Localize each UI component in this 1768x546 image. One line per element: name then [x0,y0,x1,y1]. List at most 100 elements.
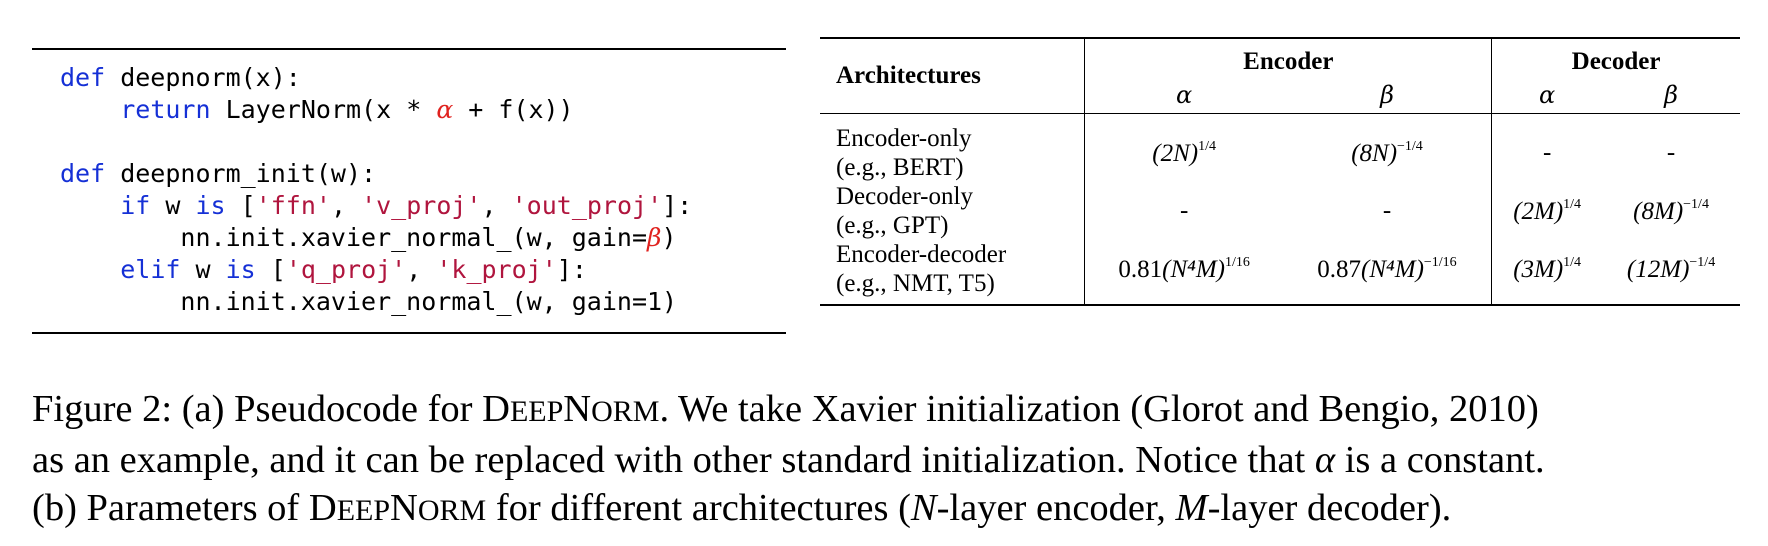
caption-text: . We take Xavier initialization (Glorot … [659,388,1539,430]
decoder-beta-header: β [1602,76,1740,114]
caption-text: as an example, and it can be replaced wi… [32,439,1315,481]
code-string: 'k_proj' [436,255,557,284]
cell-enc-beta: 0.87(N⁴M)−1/16 [1282,240,1493,306]
parameter-value: (3M)1/4 [1513,255,1581,283]
caption-text: α [1314,439,1336,481]
base: (2M) [1513,197,1564,225]
caption-text: -layer decoder). [1207,487,1452,529]
table-row: Encoder-only (e.g., BERT) (2N)1/4 (8N)−1/4 -… [820,113,1740,183]
parameter-value: (2M)1/4 [1513,196,1582,225]
code-line [60,126,692,158]
exponent: −1/4 [1397,138,1423,154]
cell-enc-beta: (8N)−1/4 [1282,113,1493,182]
architecture-cell: Encoder-only (e.g., BERT) [820,113,1086,182]
code-text: deepnorm_init(w): [105,159,377,188]
architecture-label: Encoder-only [836,125,972,152]
base: (8N) [1351,139,1398,167]
pseudocode-panel: def deepnorm(x): return LayerNorm(x * α … [32,48,786,334]
architecture-label: (e.g., NMT, T5) [836,270,995,297]
table-body: Encoder-only (e.g., BERT) (2N)1/4 (8N)−1/4-… [820,113,1740,306]
exponent: 1/4 [1563,196,1582,212]
exponent: −1/16 [1423,254,1457,270]
code-line: return LayerNorm(x * α + f(x)) [60,94,692,126]
caption-text: N [390,487,418,529]
code-text: , [406,255,437,284]
code-line: nn.init.xavier_normal_(w, gain=β) [60,222,692,254]
code-text: deepnorm(x): [105,63,301,92]
architectures-header: Architectures [820,37,1086,114]
caption-text: EEP [509,395,564,428]
code-string: 'out_proj' [511,191,663,220]
architecture-label: Encoder-decoder [836,241,1007,268]
code-text: [ [225,191,256,220]
code-line: def deepnorm(x): [60,62,692,94]
code-keyword: is [195,191,226,220]
code-text: LayerNorm(x * [210,95,437,124]
architecture-cell: Decoder-only (e.g., GPT) [820,182,1086,240]
code-keyword: def [60,159,106,188]
caption-text: Figure 2: (a) Pseudocode for [32,388,483,430]
cell-enc-alpha: 0.81(N⁴M)1/16 [1084,240,1283,306]
cell-enc-alpha: - [1179,197,1189,224]
code-text: nn.init.xavier_normal_(w, gain= [60,223,647,252]
parameter-value: (8M)−1/4 [1633,196,1709,225]
caption-text: D [308,487,337,529]
exponent: 1/4 [1198,138,1216,154]
base: (12M) [1626,255,1690,283]
cell-dec-beta: (8M)−1/4 [1602,182,1740,240]
code-text: ]: [662,191,693,220]
decoder-header: Decoder [1491,37,1740,76]
cell-dec-alpha: (2M)1/4 [1492,182,1602,240]
caption-text: ORM [591,395,660,428]
encoder-beta-header: β [1282,76,1493,114]
caption-text: ORM [417,494,487,527]
encoder-alpha-header: α [1084,76,1283,114]
exponent: −1/4 [1689,254,1716,270]
table-row: Encoder-decoder (e.g., NMT, T5) 0.81(N⁴M)1… [820,240,1740,306]
code-text: , [330,191,362,220]
architecture-label: Decoder-only [836,183,973,210]
caption-text: for different architectures ( [486,487,911,529]
code-string: 'q_proj' [285,255,407,284]
parameter-value: (12M)−1/4 [1626,254,1716,283]
caption-text: is a constant. [1335,439,1545,481]
table-row: Decoder-only (e.g., GPT) - - (2M)1/4 (8M)−1/4 [820,182,1740,240]
code-line: def deepnorm_init(w): [60,158,692,190]
coefficient: 0.81 [1118,255,1163,283]
code-keyword: is [225,255,256,284]
caption-line-2: as an example, and it can be replaced wi… [32,436,1744,484]
code-text [60,191,120,220]
cell-dec-beta: (12M)−1/4 [1602,240,1740,306]
code-keyword: if [120,191,151,220]
deepnorm-parameter-table: Architectures Encoder Decoder α β α β En… [820,37,1740,306]
code-line: nn.init.xavier_normal_(w, gain=1) [60,286,692,318]
cell-enc-alpha: (2N)1/4 [1085,114,1283,183]
code-line: elif w is ['q_proj', 'k_proj']: [60,254,692,286]
caption-text: N [910,487,937,529]
cell-dec-beta: - [1666,139,1676,166]
exponent: −1/4 [1683,196,1709,212]
parameter-value: (2N)1/4 [1152,138,1216,167]
architecture-label: (e.g., BERT) [836,154,964,181]
code-text: w [150,191,196,220]
cell-dec-alpha: - [1542,139,1552,166]
architecture-cell: Encoder-decoder (e.g., NMT, T5) [820,240,1086,306]
code-keyword: def [60,63,106,92]
code-line: if w is ['ffn', 'v_proj', 'out_proj']: [60,190,692,222]
encoder-header: Encoder [1084,37,1493,76]
base: (N⁴M) [1361,255,1424,283]
decoder-alpha-header: α [1491,76,1603,114]
code-greek-symbol: α [436,95,454,124]
code-keyword: elif [120,255,181,284]
parameter-value: 0.87(N⁴M)−1/16 [1317,254,1457,283]
caption-text: (b) Parameters of [32,487,309,529]
caption-text: M [1175,487,1208,529]
cell-enc-beta: - [1282,182,1493,240]
parameter-value: (8N)−1/4 [1351,138,1423,167]
code-text [60,95,120,124]
parameter-value: 0.81(N⁴M)1/16 [1118,255,1249,283]
code-greek-symbol: β [647,223,662,252]
base: (N⁴M) [1162,255,1225,283]
caption-line-3: (b) Parameters of DEEPNORM for different… [32,484,1744,535]
figure-caption: Figure 2: (a) Pseudocode for DEEPNORM. W… [32,385,1744,535]
